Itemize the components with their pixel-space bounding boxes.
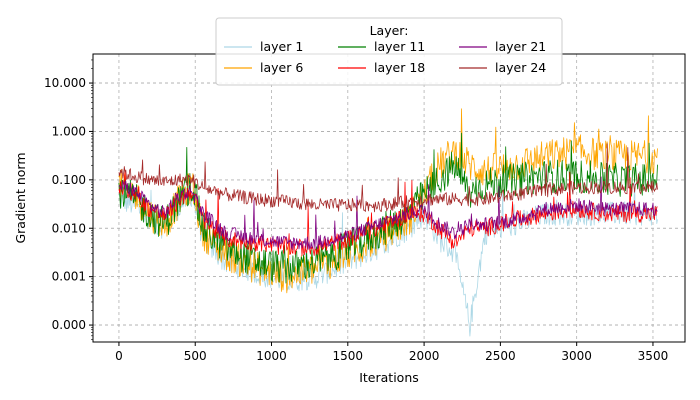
y-tick-label: 0.000	[52, 318, 86, 332]
x-tick-label: 3500	[638, 349, 669, 363]
legend-title: Layer:	[370, 23, 409, 38]
legend-label: layer 11	[374, 39, 425, 54]
x-tick-label: 1000	[256, 349, 287, 363]
legend: Layer: layer 1 layer 6 layer 11 layer 18 lay…	[215, 17, 563, 86]
legend-label: layer 1	[260, 39, 303, 54]
legend-label: layer 18	[374, 60, 425, 75]
series-line-layer-21	[118, 176, 658, 251]
x-tick-label: 500	[184, 349, 207, 363]
legend-label: layer 24	[495, 60, 546, 75]
x-tick-label: 2500	[485, 349, 516, 363]
series-group	[118, 108, 658, 337]
legend-label: layer 6	[260, 60, 303, 75]
y-tick-label: 0.010	[52, 221, 86, 235]
series-line-layer-24	[118, 143, 658, 213]
ticks: 0 500 1000 1500 2000 2500 3000 3500 0.000 0.001 0.…	[44, 59, 669, 363]
x-tick-label: 2000	[409, 349, 440, 363]
grid	[93, 54, 685, 342]
y-tick-label: 1.000	[52, 124, 86, 138]
y-tick-label: 0.100	[52, 173, 86, 187]
y-axis-label: Gradient norm	[13, 152, 28, 243]
x-axis-label: Iterations	[359, 370, 419, 385]
legend-label: layer 21	[495, 39, 546, 54]
x-tick-label: 0	[115, 349, 123, 363]
x-tick-label: 1500	[333, 349, 364, 363]
series-line-layer-18	[118, 171, 658, 257]
series-line-layer-6	[118, 108, 658, 294]
y-tick-label: 0.001	[52, 270, 86, 284]
x-tick-label: 3000	[561, 349, 592, 363]
y-tick-label: 10.000	[44, 76, 86, 90]
